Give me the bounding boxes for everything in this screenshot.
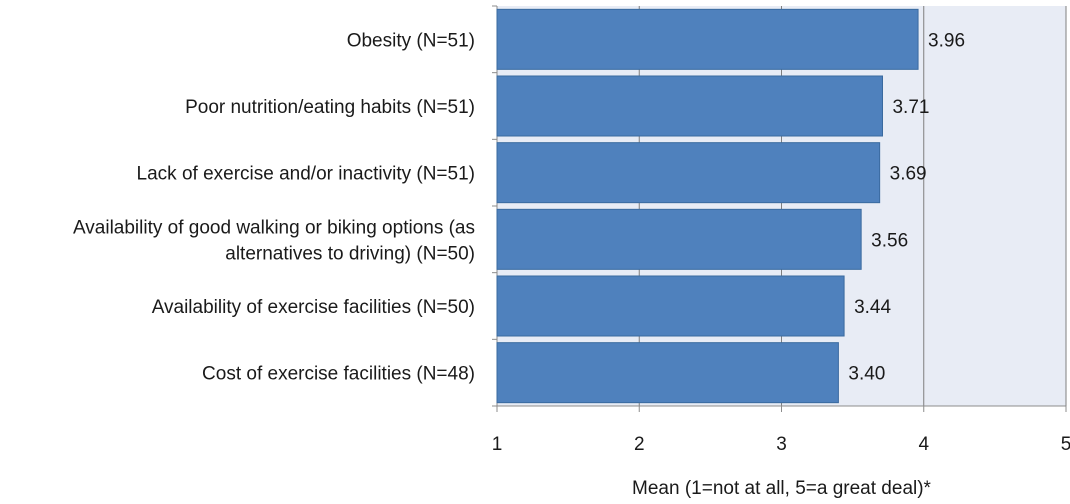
value-label: 3.44 [854, 297, 891, 318]
x-tick-label: 2 [634, 434, 645, 455]
x-tick-label: 3 [776, 434, 787, 455]
bar [496, 275, 845, 337]
x-axis-title: Mean (1=not at all, 5=a great deal)* [632, 478, 932, 499]
category-label: Lack of exercise and/or inactivity (N=51… [137, 164, 475, 185]
category-label: Poor nutrition/eating habits (N=51) [185, 97, 475, 118]
category-label: Obesity (N=51) [347, 30, 475, 51]
x-tick-label: 5 [1061, 434, 1070, 455]
bar [496, 8, 919, 70]
value-label: 3.56 [871, 230, 908, 251]
value-label: 3.69 [890, 164, 927, 185]
value-label: 3.71 [892, 97, 929, 118]
bar [496, 142, 881, 204]
x-tick-label: 1 [492, 434, 503, 455]
category-label: Availability of exercise facilities (N=5… [152, 297, 475, 318]
bar [496, 342, 839, 404]
bar [496, 208, 862, 270]
value-label: 3.40 [848, 364, 885, 385]
bar [496, 75, 883, 137]
value-label: 3.96 [928, 30, 965, 51]
x-tick-label: 4 [918, 434, 929, 455]
category-label: Availability of good walking or biking o… [73, 217, 475, 238]
category-label: alternatives to driving) (N=50) [225, 243, 475, 264]
category-label: Cost of exercise facilities (N=48) [202, 364, 475, 385]
